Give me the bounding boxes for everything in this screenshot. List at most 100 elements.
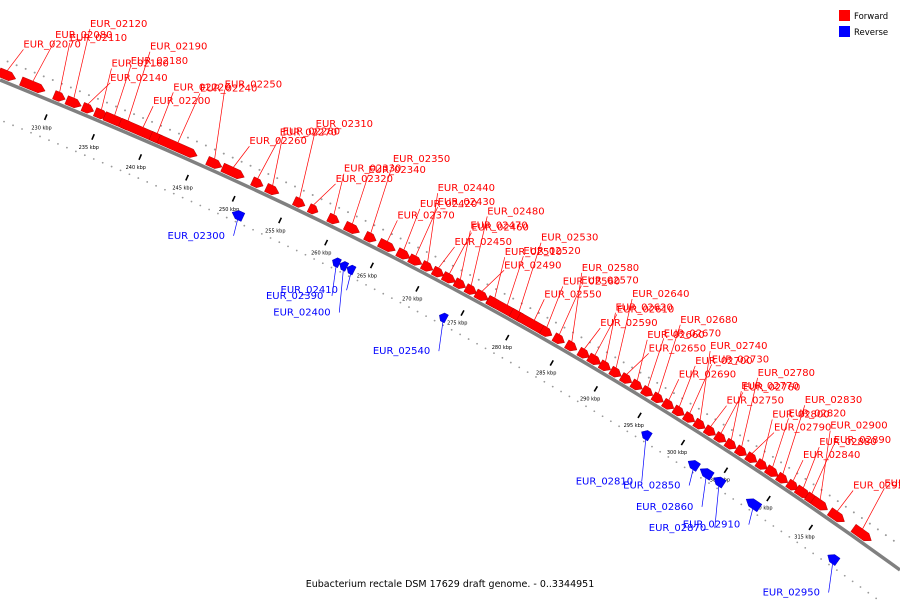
guide-dot — [434, 255, 437, 258]
guide-dot — [105, 101, 108, 104]
guide-dot — [740, 503, 743, 506]
label-leader-line — [73, 28, 91, 98]
guide-dot — [269, 237, 272, 239]
gene-label: EUR_02330 — [344, 164, 401, 175]
tick-mark — [43, 114, 48, 121]
gene-feature-forward — [775, 471, 789, 484]
guide-dot — [382, 228, 385, 231]
guide-dot — [365, 284, 367, 286]
guide-dot — [137, 177, 140, 179]
tick-label: 240 kbp — [126, 165, 146, 171]
guide-dot — [408, 242, 411, 245]
gene-label: EUR_02250 — [225, 80, 282, 91]
label-leader-line — [114, 65, 132, 116]
guide-dot — [580, 336, 583, 339]
tick-mark — [593, 385, 599, 392]
label-leader-line — [32, 39, 56, 82]
guide-dot — [329, 202, 332, 205]
guide-dot — [278, 241, 281, 244]
label-leader-line — [438, 246, 455, 269]
guide-dot — [876, 528, 879, 531]
gene-feature-forward — [0, 67, 17, 81]
guide-dot — [631, 366, 634, 369]
guide-dot — [382, 292, 385, 295]
guide-dot — [812, 483, 815, 486]
label-leader-line — [494, 257, 506, 299]
gene-feature-forward — [671, 404, 685, 417]
gene-label: EUR_02550 — [544, 289, 601, 300]
label-leader-line — [101, 68, 112, 110]
label-leader-line — [370, 163, 394, 234]
guide-dot — [756, 514, 759, 517]
label-leader-line — [819, 430, 831, 500]
gene-feature-forward — [407, 253, 423, 266]
guide-dot — [347, 275, 350, 278]
gene-feature-forward — [640, 385, 654, 397]
gene-label: EUR_02660 — [647, 330, 704, 341]
tick-mark — [278, 217, 283, 224]
gene-label: EUR_02200 — [153, 96, 210, 107]
gene-label: EUR_02640 — [632, 289, 689, 300]
label-leader-line — [741, 377, 758, 447]
guide-dot — [835, 569, 838, 572]
gene-label: EUR_02930 — [884, 478, 900, 489]
gene-feature-forward — [702, 424, 716, 437]
gene-label: EUR_02650 — [649, 343, 706, 354]
label-leader-line — [233, 219, 238, 236]
guide-dot — [529, 307, 532, 310]
guide-dot — [356, 279, 359, 282]
guide-dot — [66, 146, 68, 149]
gene-feature-forward — [463, 283, 477, 295]
guide-dot — [225, 216, 228, 219]
tick-mark — [415, 285, 420, 292]
guide-dot — [302, 189, 305, 192]
guide-dot — [875, 597, 878, 600]
gene-label: EUR_02890 — [834, 435, 891, 446]
gene-feature-reverse — [699, 468, 715, 481]
tick-label: 230 kbp — [31, 125, 51, 131]
gene-label: EUR_02680 — [680, 315, 737, 326]
guide-dot — [69, 86, 72, 89]
gene-label: EUR_02400 — [273, 308, 330, 319]
guide-dot — [42, 75, 45, 78]
gene-feature-forward — [430, 265, 445, 278]
gene-feature-forward — [80, 102, 95, 114]
gene-feature-forward — [250, 176, 264, 188]
guide-dot — [234, 220, 237, 223]
map-title: Eubacterium rectale DSM 17629 draft geno… — [306, 579, 595, 590]
guide-dot — [208, 208, 211, 211]
gene-label: EUR_02520 — [523, 246, 580, 257]
guide-dot — [15, 64, 18, 67]
guide-dot — [697, 407, 700, 410]
label-leader-line — [802, 446, 820, 489]
gene-feature-reverse — [745, 498, 763, 513]
guide-dot — [346, 211, 349, 214]
guide-dot — [509, 361, 512, 364]
tick-label: 270 kbp — [402, 297, 422, 303]
guide-dot — [560, 390, 562, 393]
gene-label: EUR_02860 — [636, 502, 693, 513]
guide-dot — [433, 319, 436, 322]
guide-dot — [667, 456, 670, 458]
guide-dot — [190, 200, 193, 203]
guide-dot — [240, 160, 243, 163]
guide-dot — [526, 371, 529, 374]
guide-dot — [659, 450, 662, 453]
label-leader-line — [714, 486, 720, 529]
guide-dot — [755, 445, 758, 448]
guide-dot — [476, 342, 478, 345]
gene-feature-forward — [629, 378, 643, 391]
gene-label: EUR_02280 — [283, 126, 340, 137]
gene-feature-forward — [452, 277, 466, 289]
guide-dot — [285, 181, 288, 184]
gene-label: EUR_02450 — [455, 237, 512, 248]
gene-feature-forward — [342, 220, 360, 234]
gene-feature-forward — [52, 90, 66, 102]
guide-dot — [683, 466, 686, 469]
guide-dot — [96, 97, 99, 100]
gene-label: EUR_02690 — [679, 369, 736, 380]
label-leader-line — [333, 173, 345, 215]
gene-label: EUR_02910 — [683, 520, 740, 531]
guide-dot — [217, 212, 219, 215]
guide-dot — [860, 516, 863, 519]
